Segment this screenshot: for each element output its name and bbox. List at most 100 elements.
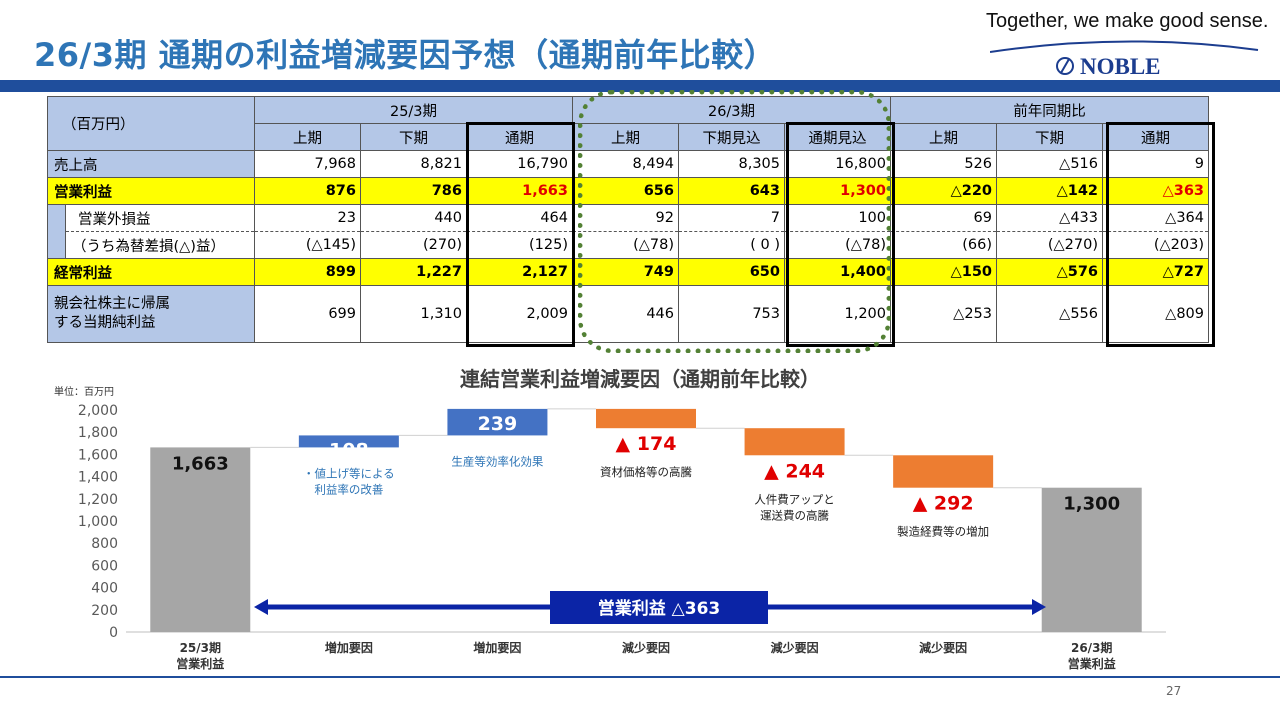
factor-description: ・値上げ等による: [303, 466, 395, 480]
factor-description: 生産等効率化効果: [451, 454, 543, 468]
cell: 1,227: [360, 258, 467, 286]
factor-description: 人件費アップと: [754, 492, 835, 506]
x-tick-label: 25/3期: [180, 640, 221, 655]
y-tick-label: 600: [91, 558, 118, 574]
cell: 899: [254, 258, 361, 286]
waterfall-chart: 連結営業利益増減要因（通期前年比較） 単位：百万円 2,000 1,800 1,600 1…: [54, 367, 1166, 671]
column-header: 上期: [254, 123, 361, 151]
bar: [150, 447, 251, 632]
factor-description: 運送費の高騰: [760, 508, 829, 522]
x-tick-label: 26/3期: [1071, 640, 1112, 655]
cell: 749: [572, 258, 679, 286]
cell: 446: [572, 285, 679, 343]
bar: [298, 435, 399, 448]
cell: 16,790: [466, 150, 573, 178]
table-row-highlight: 営業利益 876 786 1,663 656 643 1,300 △220 △1…: [47, 177, 1209, 205]
cell: △433: [996, 204, 1103, 232]
cell: 440: [360, 204, 467, 232]
row-label: 売上高: [47, 150, 255, 178]
y-tick-label: 400: [91, 581, 118, 597]
cell: (△78): [784, 231, 891, 259]
data-label: 239: [478, 413, 518, 435]
cell: 23: [254, 204, 361, 232]
cell: △220: [890, 177, 997, 205]
y-tick-label: 1,200: [78, 492, 118, 508]
cell: 1,200: [784, 285, 891, 343]
column-header: 下期: [360, 123, 467, 151]
cell: 16,800: [784, 150, 891, 178]
cell: 526: [890, 150, 997, 178]
cell: 1,663: [466, 177, 573, 205]
cell: 2,009: [466, 285, 573, 343]
chart-title: 連結営業利益増減要因（通期前年比較）: [460, 367, 820, 391]
cell: △727: [1102, 258, 1209, 286]
column-header: 下期見込: [678, 123, 785, 151]
unit-label: 単位：百万円: [54, 385, 114, 398]
tagline-swoosh: [990, 40, 1259, 53]
cell: 9: [1102, 150, 1209, 178]
group-header: 26/3期: [572, 96, 891, 124]
logo-text: NOBLE: [1080, 54, 1161, 79]
cell: 7,968: [254, 150, 361, 178]
column-header: 通期: [1102, 123, 1209, 151]
cell: 8,305: [678, 150, 785, 178]
row-label: 営業外損益: [65, 204, 255, 232]
cell: △150: [890, 258, 997, 286]
column-header: 上期: [572, 123, 679, 151]
cell: 8,494: [572, 150, 679, 178]
y-tick-label: 1,800: [78, 425, 118, 441]
indent-strip: [47, 204, 66, 259]
cell: (△270): [996, 231, 1103, 259]
table-row: 営業外損益 23 440 464 92 7 100 69 △433 △364: [47, 204, 1209, 259]
cell: 643: [678, 177, 785, 205]
data-label: ▲ 244: [764, 460, 825, 482]
column-header: 上期: [890, 123, 997, 151]
page-number: 27: [1166, 684, 1182, 698]
table-row: （うち為替差損(△)益） (△145) (270) (125) (△78) ( …: [48, 231, 1209, 259]
cell: △363: [1102, 177, 1209, 205]
x-tick-label: 増加要因: [325, 640, 373, 655]
x-tick-label: 減少要因: [622, 640, 670, 655]
summary-label: 営業利益 △363: [598, 598, 720, 619]
arrow-right-head-icon: [1032, 599, 1046, 615]
row-label-line: 親会社株主に帰属: [54, 296, 170, 312]
x-tick-label: 増加要因: [473, 640, 521, 655]
column-header: 下期: [996, 123, 1103, 151]
data-label: 1,663: [172, 453, 229, 474]
cell: (△145): [254, 231, 361, 259]
cell: 786: [360, 177, 467, 205]
column-header: 通期見込: [784, 123, 891, 151]
cell: (125): [466, 231, 573, 259]
bar: [893, 455, 994, 488]
cell: 1,310: [360, 285, 467, 343]
bar: [447, 408, 548, 436]
y-tick-label: 1,400: [78, 470, 118, 486]
cell: (270): [360, 231, 467, 259]
data-label: ▲ 292: [913, 493, 974, 515]
cell: 876: [254, 177, 361, 205]
cell: 1,300: [784, 177, 891, 205]
row-label: （うち為替差損(△)益）: [65, 231, 255, 259]
x-tick-label: 営業利益: [176, 656, 224, 671]
cell: 100: [784, 204, 891, 232]
x-tick-label: 減少要因: [919, 640, 967, 655]
unit-header: （百万円）: [47, 96, 255, 151]
factor-description: 利益率の改善: [314, 482, 383, 496]
cell: ( 0 ): [678, 231, 785, 259]
company-logo: NOBLE: [1056, 54, 1161, 80]
cell: 753: [678, 285, 785, 343]
x-tick-label: 減少要因: [771, 640, 819, 655]
cell: 7: [678, 204, 785, 232]
bar: [596, 408, 696, 429]
column-header: 通期: [466, 123, 573, 151]
cell: 464: [466, 204, 573, 232]
x-tick-label: 営業利益: [1068, 656, 1116, 671]
bar: [1041, 487, 1142, 632]
summary-label-box: [550, 591, 768, 624]
page-title: 26/3期 通期の利益増減要因予想（通期前年比較）: [34, 36, 777, 74]
cell: 8,821: [360, 150, 467, 178]
factor-description: 製造経費等の増加: [897, 525, 989, 539]
y-tick-label: 1,000: [78, 514, 118, 530]
cell: 656: [572, 177, 679, 205]
y-tick-label: 2,000: [78, 403, 118, 419]
